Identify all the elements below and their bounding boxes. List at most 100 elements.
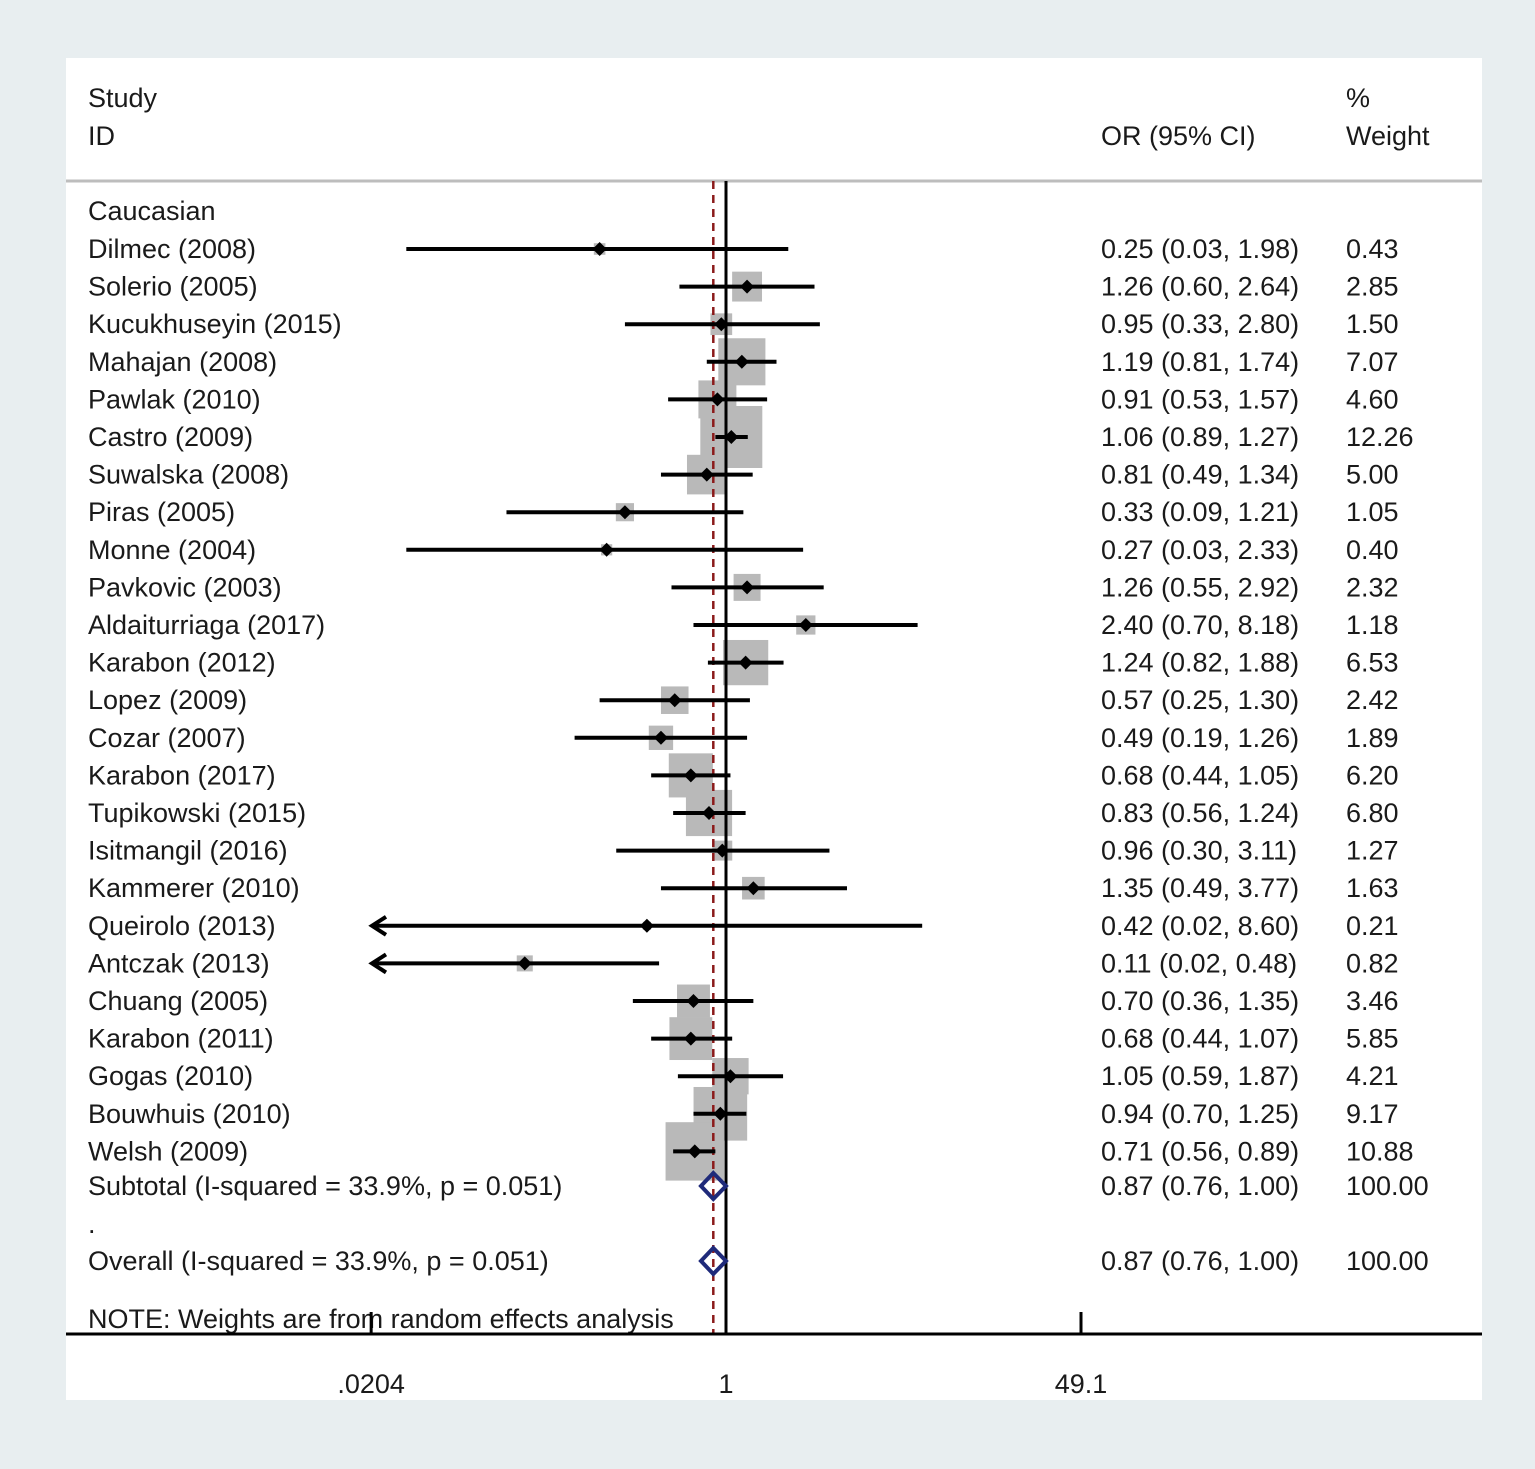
point-estimate: [639, 918, 654, 933]
subtotal-diamond: [698, 1170, 729, 1202]
or-ci-value: 0.83 (0.56, 1.24): [1101, 798, 1299, 828]
or-ci-value: 1.26 (0.55, 2.92): [1101, 572, 1299, 602]
or-ci-value: 0.81 (0.49, 1.34): [1101, 460, 1299, 490]
note-text: NOTE: Weights are from random effects an…: [88, 1304, 674, 1334]
or-ci-value: 0.33 (0.09, 1.21): [1101, 497, 1299, 527]
group-label: Caucasian: [88, 196, 216, 226]
subtotal-weight: 100.00: [1346, 1171, 1429, 1201]
weight-value: 6.53: [1346, 648, 1399, 678]
or-ci-value: 1.05 (0.59, 1.87): [1101, 1061, 1299, 1091]
point-estimate: [734, 354, 749, 369]
x-tick-label: .0204: [337, 1369, 405, 1399]
or-ci-value: 0.27 (0.03, 2.33): [1101, 535, 1299, 565]
study-label: Piras (2005): [88, 497, 235, 527]
weight-value: 10.88: [1346, 1136, 1414, 1166]
point-estimate: [798, 618, 813, 632]
header-weight: Weight: [1346, 121, 1430, 151]
study-label: Gogas (2010): [88, 1061, 253, 1091]
point-estimate: [517, 956, 532, 971]
overall-or-ci: 0.87 (0.76, 1.00): [1101, 1246, 1299, 1276]
point-estimate: [653, 730, 668, 745]
header-id: ID: [88, 121, 115, 151]
point-estimate: [683, 1031, 698, 1046]
weight-value: 6.20: [1346, 760, 1399, 790]
overall-label: Overall (I-squared = 33.9%, p = 0.051): [88, 1246, 549, 1276]
ci-arrow: [368, 952, 388, 975]
point-estimate: [724, 430, 739, 444]
point-estimate: [710, 392, 725, 407]
point-estimate: [592, 242, 607, 256]
weight-value: 5.85: [1346, 1024, 1399, 1054]
point-estimate: [686, 994, 701, 1008]
or-ci-value: 0.57 (0.25, 1.30): [1101, 685, 1299, 715]
x-tick-label: 1: [718, 1369, 733, 1399]
or-ci-value: 1.26 (0.60, 2.64): [1101, 272, 1299, 302]
weight-value: 1.18: [1346, 610, 1399, 640]
or-ci-value: 0.70 (0.36, 1.35): [1101, 986, 1299, 1016]
weight-value: 0.43: [1346, 234, 1399, 264]
weight-value: 0.40: [1346, 535, 1399, 565]
weight-value: 1.63: [1346, 873, 1399, 903]
ci-arrow: [368, 915, 388, 937]
weight-value: 1.05: [1346, 497, 1399, 527]
overall-weight: 100.00: [1346, 1246, 1429, 1276]
weight-value: 1.27: [1346, 836, 1399, 866]
point-estimate: [702, 806, 717, 820]
study-label: Castro (2009): [88, 422, 253, 452]
study-label: Pavkovic (2003): [88, 572, 282, 602]
study-label: Kammerer (2010): [88, 873, 300, 903]
or-ci-value: 0.11 (0.02, 0.48): [1101, 948, 1297, 978]
or-ci-value: 0.42 (0.02, 8.60): [1101, 911, 1299, 941]
point-estimate: [699, 467, 714, 482]
header-study: Study: [88, 83, 158, 113]
weight-value: 12.26: [1346, 422, 1414, 452]
or-ci-value: 0.96 (0.30, 3.11): [1101, 836, 1297, 866]
weight-value: 5.00: [1346, 460, 1399, 490]
study-label: Welsh (2009): [88, 1136, 248, 1166]
point-estimate: [738, 655, 753, 670]
or-ci-value: 1.35 (0.49, 3.77): [1101, 873, 1299, 903]
weight-value: 2.42: [1346, 685, 1399, 715]
point-estimate: [723, 1069, 738, 1084]
study-label: Lopez (2009): [88, 685, 247, 715]
point-estimate: [740, 279, 755, 294]
weight-value: 1.89: [1346, 723, 1399, 753]
or-ci-value: 0.91 (0.53, 1.57): [1101, 384, 1299, 414]
point-estimate: [683, 768, 698, 783]
study-label: Dilmec (2008): [88, 234, 256, 264]
study-label: Karabon (2017): [88, 760, 276, 790]
point-estimate: [713, 1106, 728, 1121]
subtotal-label: Subtotal (I-squared = 33.9%, p = 0.051): [88, 1171, 562, 1201]
study-label: Pawlak (2010): [88, 384, 261, 414]
forest-plot: Study ID OR (95% CI) % Weight Caucasian …: [66, 83, 1482, 1399]
weight-value: 6.80: [1346, 798, 1399, 828]
or-ci-value: 0.49 (0.19, 1.26): [1101, 723, 1299, 753]
study-label: Aldaiturriaga (2017): [88, 610, 325, 640]
weight-value: 0.82: [1346, 948, 1399, 978]
study-label: Tupikowski (2015): [88, 798, 306, 828]
or-ci-value: 0.94 (0.70, 1.25): [1101, 1099, 1299, 1129]
study-label: Monne (2004): [88, 535, 256, 565]
study-label: Kucukhuseyin (2015): [88, 309, 342, 339]
header-or: OR (95% CI): [1101, 121, 1256, 151]
or-ci-value: 1.06 (0.89, 1.27): [1101, 422, 1299, 452]
or-ci-value: 0.68 (0.44, 1.07): [1101, 1024, 1299, 1054]
spacer-dot: .: [88, 1209, 96, 1239]
overall-diamond: [698, 1245, 729, 1277]
study-label: Suwalska (2008): [88, 460, 289, 490]
study-label: Isitmangil (2016): [88, 836, 288, 866]
weight-value: 1.50: [1346, 309, 1399, 339]
study-label: Antczak (2013): [88, 948, 270, 978]
point-estimate: [687, 1144, 702, 1159]
point-estimate: [617, 505, 632, 520]
or-ci-value: 0.25 (0.03, 1.98): [1101, 234, 1299, 264]
point-estimate: [715, 843, 730, 858]
study-label: Chuang (2005): [88, 986, 268, 1016]
subtotal-or-ci: 0.87 (0.76, 1.00): [1101, 1171, 1299, 1201]
study-label: Karabon (2011): [88, 1024, 274, 1054]
weight-value: 4.21: [1346, 1061, 1399, 1091]
weight-value: 9.17: [1346, 1099, 1399, 1129]
study-label: Solerio (2005): [88, 272, 258, 302]
or-ci-value: 1.24 (0.82, 1.88): [1101, 648, 1299, 678]
point-estimate: [746, 881, 761, 896]
